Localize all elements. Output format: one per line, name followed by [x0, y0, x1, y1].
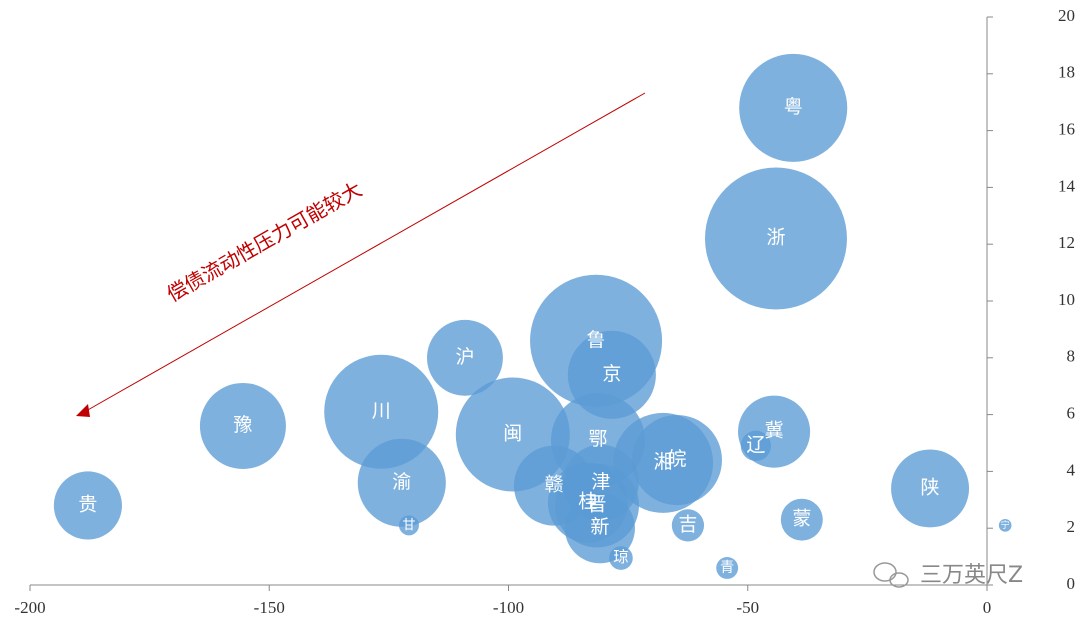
y-tick-label: 12: [1058, 233, 1075, 252]
bubble-label: 陕: [921, 476, 940, 498]
y-tick-label: 8: [1067, 347, 1076, 366]
bubble: [199, 382, 286, 469]
bubble: [357, 438, 446, 527]
bubble: [564, 493, 635, 564]
bubble-label: 川: [372, 400, 391, 422]
y-tick-label: 6: [1067, 404, 1076, 423]
watermark: 三万英尺Z: [920, 563, 1023, 588]
bubble-label: 皖: [667, 448, 686, 470]
bubble: [631, 414, 722, 506]
annotation-arrow: [85, 92, 646, 412]
bubble-label: 晋: [588, 493, 607, 515]
x-tick-label: -150: [254, 598, 285, 617]
y-tick-label: 2: [1067, 517, 1076, 536]
y-tick-label: 14: [1058, 176, 1076, 195]
y-tick-label: 16: [1058, 120, 1075, 139]
bubble-label: 贵: [78, 493, 97, 515]
bubble-label: 豫: [233, 414, 252, 436]
bubble-label: 粤: [784, 96, 803, 118]
bubble-label: 渝: [392, 471, 411, 493]
bubble-label: 吉: [678, 513, 697, 535]
bubble: [704, 167, 847, 310]
bubble-label: 京: [602, 363, 621, 385]
bubble-label: 鲁: [587, 329, 606, 351]
bubble: [398, 515, 419, 536]
bubble-label: 辽: [746, 434, 765, 456]
bubbles: [53, 53, 1012, 579]
bubble-label: 浙: [766, 227, 785, 249]
y-tick-label: 0: [1067, 574, 1076, 593]
bubble-label: 津: [591, 471, 610, 493]
bubble-label: 冀: [765, 420, 784, 442]
bubble-label: 新: [590, 516, 609, 538]
bubble: [53, 471, 122, 540]
x-tick-label: 0: [983, 598, 992, 617]
bubble-label: 蒙: [792, 508, 811, 530]
bubble-label: 闽: [503, 422, 522, 444]
y-tick-label: 10: [1058, 290, 1075, 309]
bubble-label: 桂: [578, 491, 597, 513]
bubble: [716, 557, 739, 579]
bubble: [671, 509, 705, 542]
x-tick-label: -200: [14, 598, 45, 617]
bubble-label: 甘: [402, 518, 415, 533]
bubble: [998, 519, 1012, 532]
arrow-head: [76, 404, 90, 417]
annotation: 偿债流动性压力可能较大: [163, 177, 366, 307]
bubble: [739, 53, 848, 162]
bubble-label: 琼: [613, 548, 628, 566]
bubble-label: 沪: [455, 346, 474, 368]
x-tick-label: -100: [493, 598, 524, 617]
y-tick-label: 4: [1067, 460, 1076, 479]
bubble: [609, 546, 633, 570]
y-tick-label: 18: [1058, 63, 1075, 82]
bubble-label: 宁: [1001, 519, 1010, 531]
bubble-label: 青: [720, 559, 734, 576]
bubble: [780, 498, 823, 541]
y-tick-label: 20: [1058, 6, 1075, 25]
bubble-label: 湘: [654, 451, 673, 473]
bubble: [427, 319, 503, 396]
watermark-icon: [873, 562, 909, 588]
bubble: [738, 395, 811, 468]
bubble: [891, 449, 970, 528]
bubble-label: 赣: [544, 474, 563, 496]
x-tick-label: -50: [736, 598, 759, 617]
bubble-label: 鄂: [588, 428, 607, 450]
